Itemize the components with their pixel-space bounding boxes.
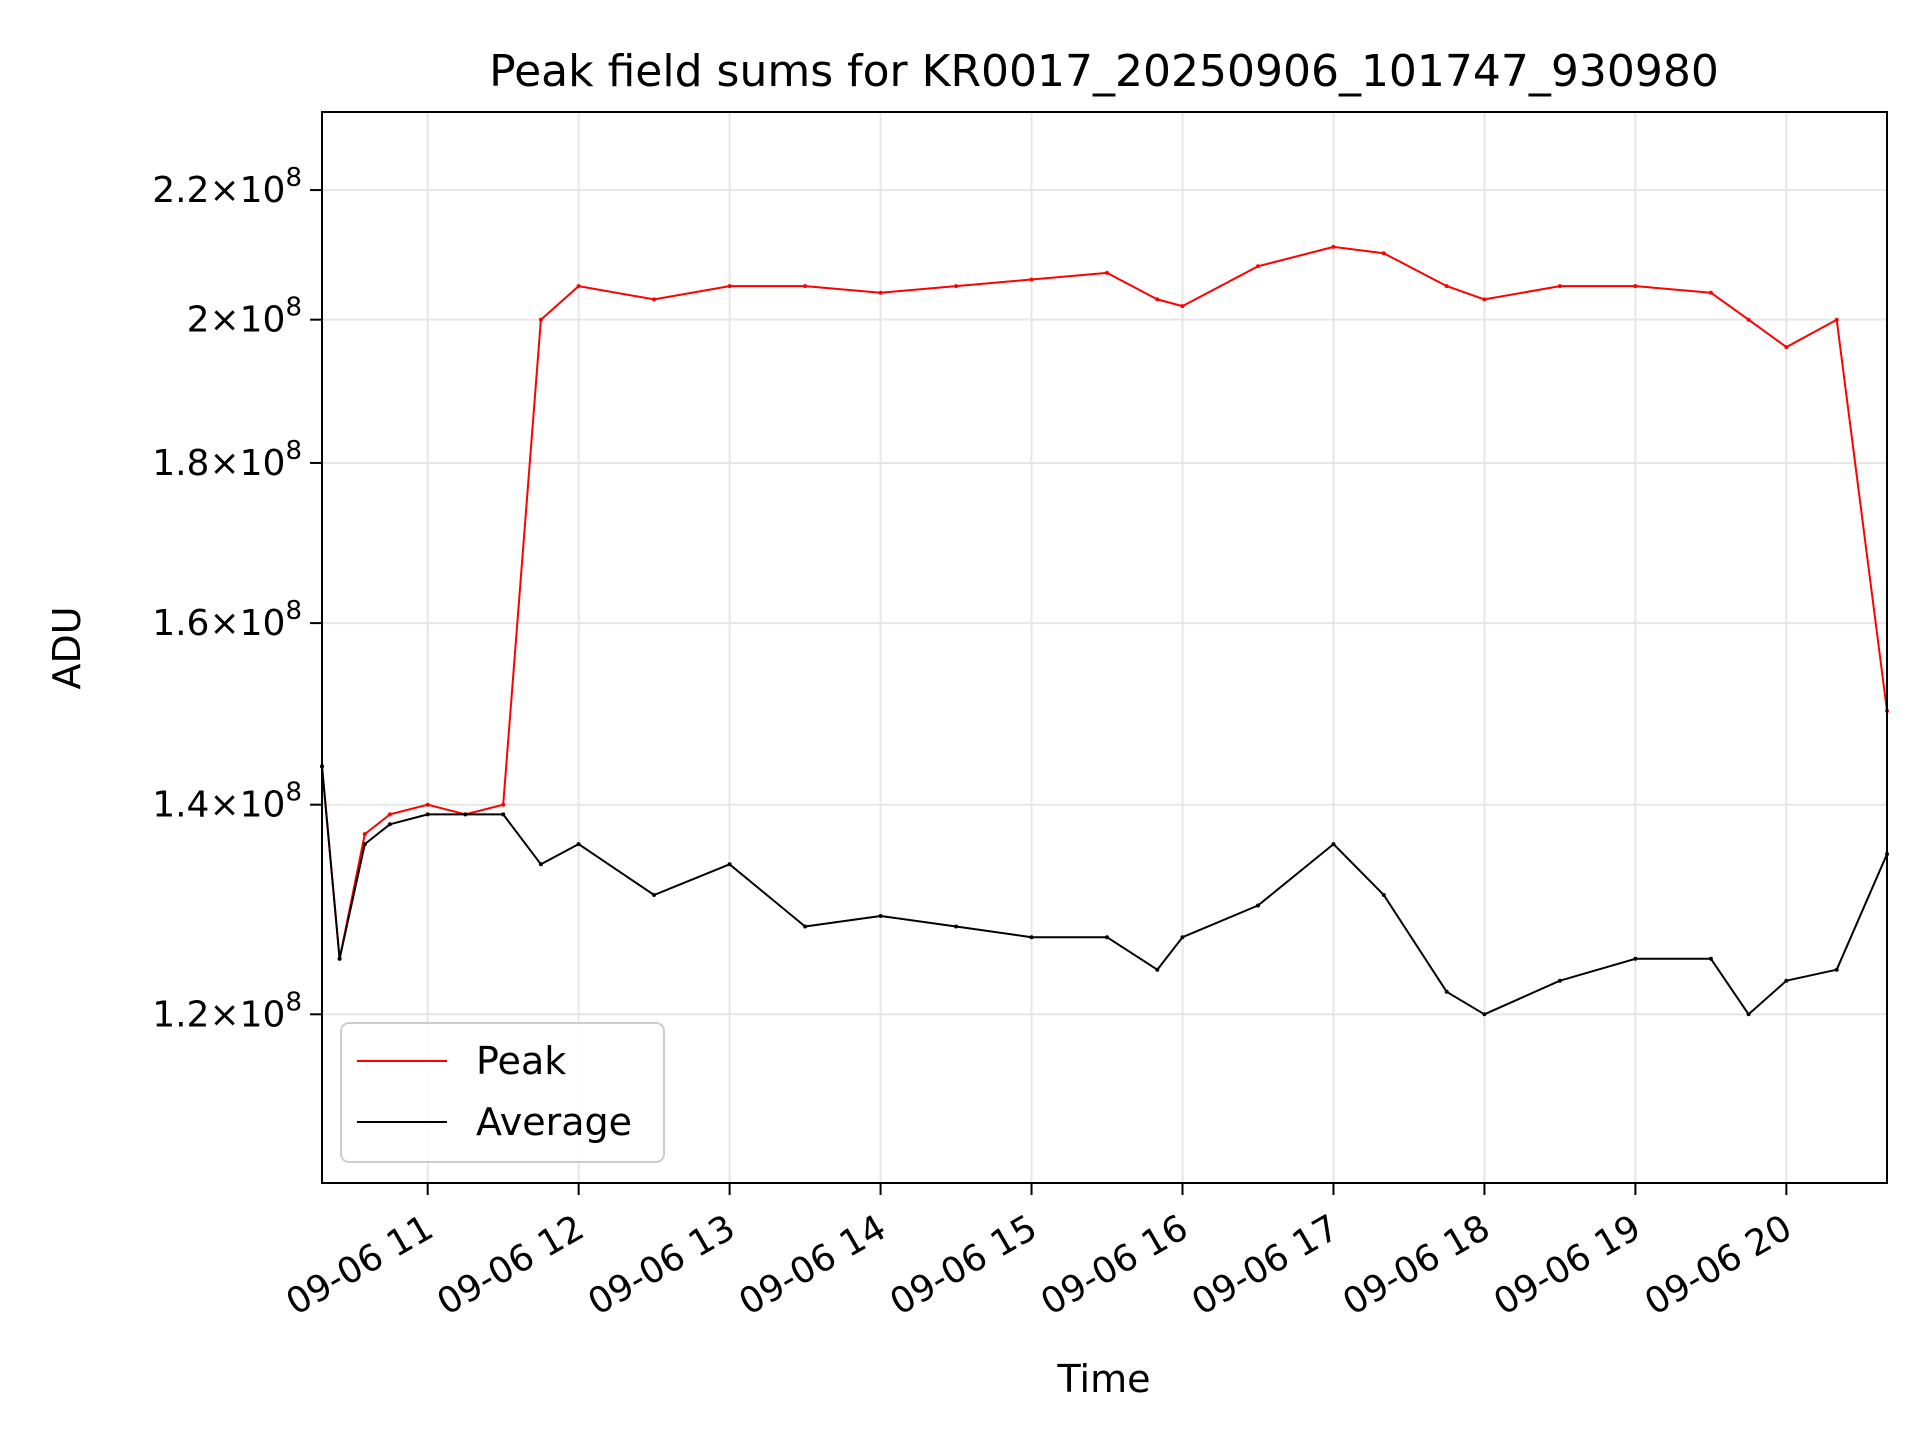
series-point-peak (1708, 290, 1713, 295)
series-point-peak (576, 284, 581, 289)
series-point-average (1557, 978, 1562, 983)
y-tick-times: ×10 (209, 170, 285, 211)
series-point-average (1331, 842, 1336, 847)
series-point-average (954, 924, 959, 929)
y-tick-label: 1.8×108 (152, 436, 302, 484)
y-tick-exponent: 8 (285, 987, 302, 1017)
y-tick-mantissa: 1.8 (152, 443, 209, 484)
legend-average-label: Average (476, 1100, 632, 1144)
series-point-peak (1834, 317, 1839, 322)
y-tick-label: 1.6×108 (152, 596, 302, 644)
series-point-average (727, 862, 732, 867)
series-point-average (1444, 989, 1449, 994)
y-tick-times: ×10 (209, 994, 285, 1035)
series-point-peak (1381, 251, 1386, 256)
y-tick-mantissa: 1.2 (152, 994, 209, 1035)
series-point-peak (501, 802, 506, 807)
series-point-average (538, 862, 543, 867)
y-tick-exponent: 8 (285, 293, 302, 323)
grid (322, 112, 1887, 1183)
y-tick-mantissa: 1.6 (152, 603, 209, 644)
series-point-average (1256, 903, 1260, 908)
series-point-average (425, 812, 430, 817)
series-point-peak (1444, 284, 1449, 289)
series-point-average (1180, 935, 1185, 940)
y-tick-times: ×10 (209, 443, 285, 484)
series-point-average (1708, 956, 1713, 961)
series-point-peak (1746, 317, 1751, 322)
series-point-peak (803, 284, 808, 289)
y-tick-label: 1.2×108 (152, 987, 302, 1035)
y-tick-mantissa: 2 (187, 300, 210, 341)
series-point-peak (1482, 297, 1487, 302)
series-point-peak (1105, 270, 1109, 275)
y-tick-exponent: 8 (285, 596, 302, 626)
series-point-average (1381, 893, 1386, 897)
series-point-peak (387, 812, 392, 817)
series-point-average (1834, 967, 1839, 972)
series-point-average (803, 924, 808, 929)
series-point-average (1482, 1012, 1487, 1017)
series-point-average (1633, 956, 1638, 961)
y-tick-mantissa: 1.4 (152, 785, 209, 826)
legend: Peak Average (340, 1022, 665, 1163)
series-point-average (1105, 935, 1109, 940)
series-point-peak (954, 284, 959, 289)
series-point-peak (878, 290, 883, 295)
y-tick-label: 2×108 (187, 293, 302, 341)
series-point-peak (1029, 277, 1034, 282)
y-tick-times: ×10 (209, 603, 285, 644)
y-tick-label: 2.2×108 (152, 163, 302, 211)
series-line-peak (321, 245, 1888, 960)
series-point-peak (425, 802, 430, 807)
series-point-average (652, 893, 657, 897)
series-point-peak (1633, 284, 1638, 289)
y-tick-label: 1.4×108 (152, 778, 302, 826)
series-point-average (362, 842, 367, 847)
series-point-peak (1180, 304, 1185, 309)
series-point-peak (538, 317, 543, 322)
y-tick-times: ×10 (209, 300, 285, 341)
y-tick-times: ×10 (209, 785, 285, 826)
x-axis-label: Time (1057, 1357, 1151, 1401)
series-point-average (463, 812, 468, 817)
series-point-average (1029, 935, 1034, 940)
chart-title: Peak field sums for KR0017_20250906_1017… (489, 46, 1719, 97)
series-point-peak (1155, 297, 1160, 302)
series-point-average (501, 812, 506, 817)
series-point-peak (1331, 244, 1336, 249)
y-tick-exponent: 8 (285, 778, 302, 808)
series-point-peak (1256, 264, 1260, 269)
series-point-average (1784, 978, 1789, 983)
series-point-peak (1557, 284, 1562, 289)
series-point-peak (362, 832, 367, 837)
series-point-peak (727, 284, 732, 289)
series-point-peak (1784, 345, 1789, 350)
y-axis-label: ADU (45, 606, 89, 689)
series-point-average (337, 956, 342, 961)
y-tick-mantissa: 2.2 (152, 170, 209, 211)
series-point-average (1746, 1012, 1751, 1017)
series-point-average (1155, 967, 1160, 972)
y-tick-exponent: 8 (285, 163, 302, 193)
series-point-peak (652, 297, 657, 302)
series-point-average (878, 914, 883, 918)
y-tick-exponent: 8 (285, 436, 302, 466)
series-point-average (387, 822, 392, 827)
series-line-average (321, 766, 1888, 1016)
legend-peak-label: Peak (476, 1039, 566, 1083)
series-point-average (576, 842, 581, 847)
plot-frame (321, 111, 1888, 1184)
legend-box (340, 1022, 665, 1163)
